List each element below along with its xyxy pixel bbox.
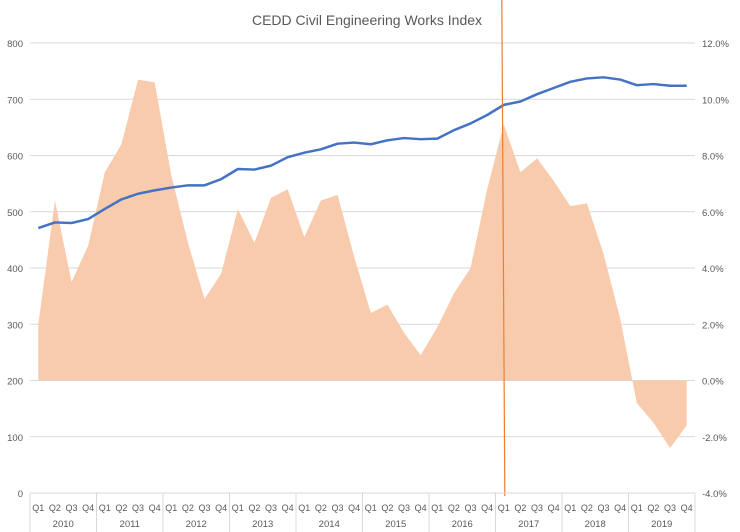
left-tick-label: 800 bbox=[7, 39, 23, 50]
left-tick-label: 0 bbox=[18, 489, 23, 500]
year-label: 2019 bbox=[651, 519, 672, 530]
quarter-label: Q4 bbox=[415, 503, 427, 513]
year-label: 2015 bbox=[385, 519, 406, 530]
quarter-label: Q3 bbox=[465, 503, 477, 513]
quarter-label: Q2 bbox=[182, 503, 194, 513]
line-series-index bbox=[37, 76, 687, 230]
year-label: 2016 bbox=[452, 519, 473, 530]
right-tick-label: 2.0% bbox=[702, 320, 724, 331]
quarter-label: Q1 bbox=[631, 503, 643, 513]
quarter-label: Q4 bbox=[548, 503, 560, 513]
right-tick-label: -2.0% bbox=[702, 433, 727, 444]
quarter-label: Q3 bbox=[531, 503, 543, 513]
quarter-label: Q1 bbox=[564, 503, 576, 513]
quarter-label: Q2 bbox=[381, 503, 393, 513]
quarter-label: Q3 bbox=[664, 503, 676, 513]
right-tick-label: -4.0% bbox=[702, 489, 727, 500]
quarter-label: Q4 bbox=[149, 503, 161, 513]
year-label: 2014 bbox=[319, 519, 340, 530]
year-label: 2011 bbox=[120, 519, 140, 530]
quarter-label: Q1 bbox=[365, 503, 377, 513]
marker-line bbox=[501, 0, 506, 497]
quarter-label: Q2 bbox=[647, 503, 659, 513]
quarter-label: Q2 bbox=[581, 503, 593, 513]
quarter-label: Q1 bbox=[431, 503, 443, 513]
quarter-label: Q2 bbox=[49, 503, 61, 513]
quarter-label: Q3 bbox=[398, 503, 410, 513]
right-tick-label: 0.0% bbox=[702, 377, 724, 388]
right-tick-label: 8.0% bbox=[702, 152, 724, 163]
left-tick-label: 700 bbox=[7, 95, 23, 106]
year-label: 2010 bbox=[53, 519, 74, 530]
quarter-label: Q1 bbox=[498, 503, 510, 513]
left-tick-label: 400 bbox=[7, 264, 23, 275]
quarter-label: Q4 bbox=[681, 503, 693, 513]
quarter-label: Q1 bbox=[99, 503, 111, 513]
year-label: 2012 bbox=[186, 519, 207, 530]
quarter-label: Q3 bbox=[199, 503, 211, 513]
left-tick-label: 600 bbox=[7, 152, 23, 163]
quarter-label: Q3 bbox=[265, 503, 277, 513]
left-tick-label: 500 bbox=[7, 208, 23, 219]
quarter-label: Q3 bbox=[598, 503, 610, 513]
quarter-label: Q4 bbox=[614, 503, 626, 513]
quarter-label: Q1 bbox=[232, 503, 244, 513]
right-tick-label: 6.0% bbox=[702, 208, 724, 219]
quarter-label: Q2 bbox=[514, 503, 526, 513]
left-tick-label: 200 bbox=[7, 377, 23, 388]
area-series-yoy-change bbox=[38, 79, 687, 448]
chart-title: CEDD Civil Engineering Works Index bbox=[252, 12, 482, 28]
quarter-label: Q3 bbox=[132, 503, 144, 513]
quarter-label: Q3 bbox=[66, 503, 78, 513]
quarter-label: Q1 bbox=[32, 503, 44, 513]
quarter-label: Q1 bbox=[165, 503, 177, 513]
quarter-label: Q2 bbox=[448, 503, 460, 513]
right-tick-label: 4.0% bbox=[702, 264, 724, 275]
quarter-label: Q1 bbox=[298, 503, 310, 513]
year-label: 2013 bbox=[252, 519, 273, 530]
quarter-label: Q2 bbox=[115, 503, 127, 513]
quarter-label: Q2 bbox=[315, 503, 327, 513]
quarter-label: Q4 bbox=[282, 503, 294, 513]
right-tick-label: 12.0% bbox=[702, 39, 729, 50]
quarter-label: Q4 bbox=[82, 503, 94, 513]
left-tick-label: 300 bbox=[7, 320, 23, 331]
quarter-label: Q4 bbox=[481, 503, 493, 513]
left-tick-label: 100 bbox=[7, 433, 23, 444]
right-tick-label: 10.0% bbox=[702, 95, 729, 106]
quarter-label: Q4 bbox=[215, 503, 227, 513]
quarter-label: Q3 bbox=[332, 503, 344, 513]
quarter-label: Q4 bbox=[348, 503, 360, 513]
quarter-label: Q2 bbox=[248, 503, 260, 513]
year-label: 2018 bbox=[585, 519, 606, 530]
year-label: 2017 bbox=[518, 519, 539, 530]
